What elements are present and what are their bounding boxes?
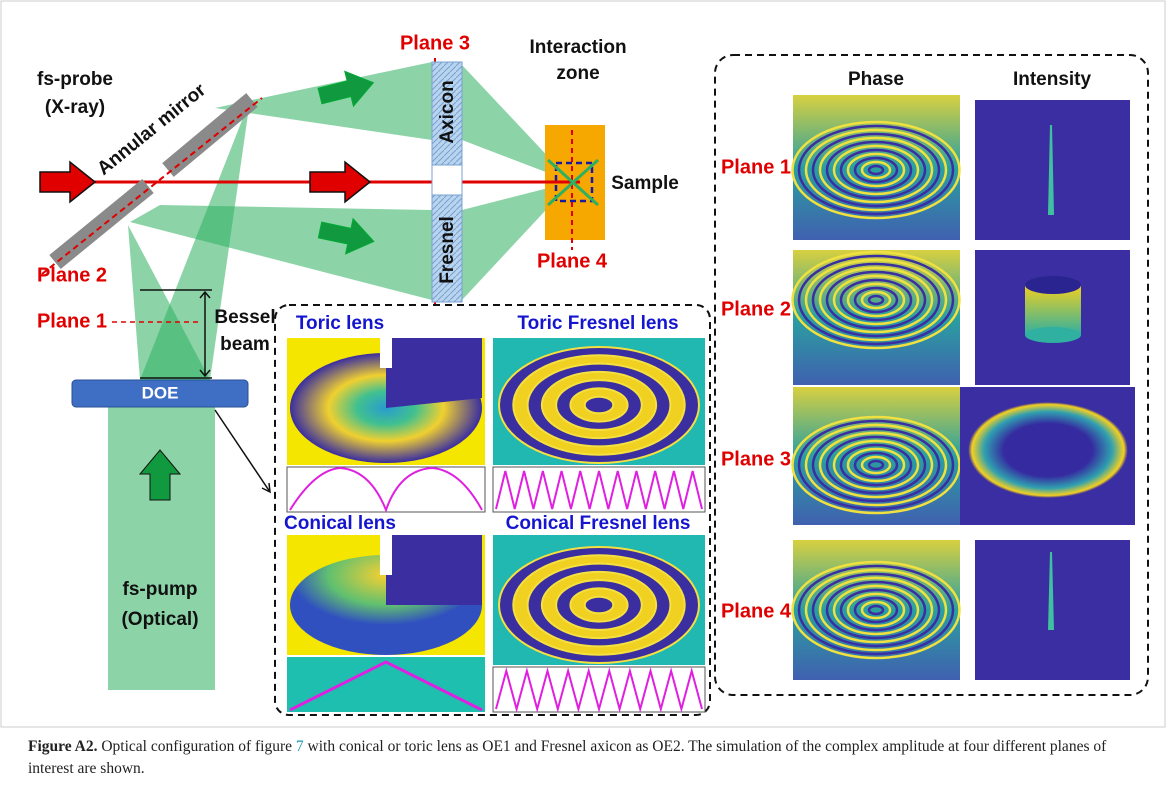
zone-label: zone	[556, 63, 599, 84]
pointer	[215, 410, 270, 492]
probe-label: fs-probe	[37, 69, 113, 90]
gap	[432, 165, 462, 195]
red-arrow	[40, 162, 95, 202]
caption-ref[interactable]: 7	[296, 738, 304, 755]
red-arrow	[310, 162, 370, 202]
mirror-label: Annular mirror	[93, 79, 210, 179]
lens-title: Conical Fresnel lens	[506, 513, 691, 534]
zone-label: Interaction	[529, 37, 626, 58]
lens-title: Toric lens	[296, 313, 384, 334]
plane-label: Plane 4	[537, 250, 608, 272]
axicon-label: Axicon	[437, 80, 458, 143]
profile	[287, 657, 485, 712]
ring	[585, 597, 614, 614]
row-label: Plane 1	[721, 156, 791, 178]
pump-sublabel: (Optical)	[121, 609, 198, 630]
doe-label: DOE	[142, 383, 179, 402]
bessel-label: Bessel	[214, 307, 275, 328]
probe-sublabel: (X-ray)	[45, 97, 105, 118]
plane-label: Plane 1	[37, 310, 107, 332]
pump-label: fs-pump	[123, 579, 198, 600]
column-header: Intensity	[1013, 69, 1092, 90]
conical-lens-image	[287, 535, 485, 655]
bessel-label: beam	[220, 334, 270, 355]
plane-label: Plane 2	[37, 264, 107, 286]
lens-title: Toric Fresnel lens	[517, 313, 678, 334]
caption: Figure A2. Optical configuration of figu…	[28, 736, 1128, 780]
caption-label: Figure A2.	[28, 738, 97, 755]
plane-label: Plane 3	[400, 32, 470, 54]
row-label: Plane 3	[721, 448, 791, 470]
row-label: Plane 4	[721, 600, 792, 622]
toric-lens-image	[287, 338, 485, 465]
row-label: Plane 2	[721, 298, 791, 320]
figure: Annular mirror Axicon Fresnel Plane 3 In…	[0, 0, 1167, 730]
column-header: Phase	[848, 69, 904, 90]
fresnel-label: Fresnel	[437, 216, 458, 284]
lens-title: Conical lens	[284, 513, 396, 534]
figure-page: Annular mirror Axicon Fresnel Plane 3 In…	[0, 0, 1167, 805]
intensity-images	[960, 100, 1135, 680]
profile	[287, 467, 485, 512]
ring	[585, 397, 614, 414]
caption-text: Optical configuration of figure	[101, 738, 292, 755]
sample-label: Sample	[611, 173, 679, 194]
